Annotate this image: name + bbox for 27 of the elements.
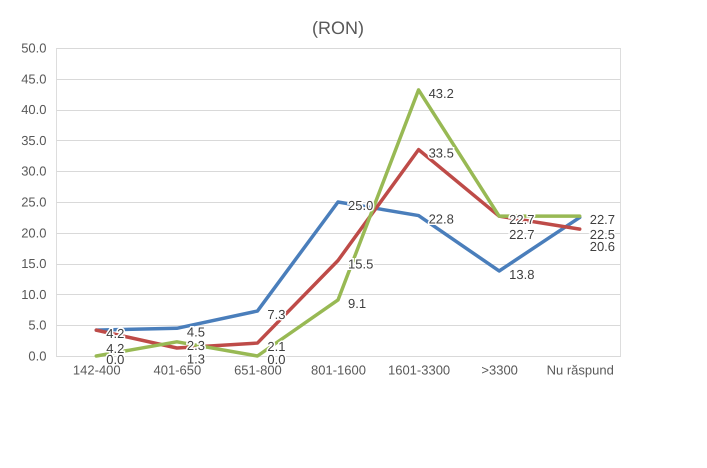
y-tick-label: 35.0 [21, 132, 46, 148]
y-tick-label: 25.0 [21, 194, 46, 210]
data-label: 13.8 [509, 266, 534, 282]
data-label: 22.7 [590, 212, 616, 228]
y-tick-label: 20.0 [21, 225, 46, 240]
data-label: 7.3 [267, 307, 286, 322]
y-tick-label: 15.0 [21, 256, 46, 272]
data-label: 22.7 [509, 227, 534, 242]
y-tick-label: 5.0 [28, 318, 46, 333]
data-label: 9.1 [348, 296, 366, 311]
chart-title: (RON) [312, 18, 364, 38]
data-label: 25.0 [348, 198, 374, 213]
y-tick-label: 40.0 [21, 102, 46, 118]
x-tick-label: 801-1600 [311, 362, 366, 378]
x-tick-label: 1601-3300 [388, 362, 450, 378]
data-label: 22.8 [428, 212, 454, 227]
x-tick-label: Nu răspund [546, 362, 614, 378]
y-tick-label: 30.0 [21, 164, 46, 179]
y-tick-label: 0.0 [28, 348, 46, 364]
x-tick-label: >3300 [481, 362, 518, 378]
data-label: 33.5 [428, 146, 454, 161]
y-tick-label: 10.0 [21, 286, 46, 302]
y-tick-label: 45.0 [21, 71, 46, 86]
y-tick-label: 50.0 [21, 40, 46, 56]
data-label: 4.5 [186, 324, 205, 340]
data-label: 22.7 [509, 212, 534, 228]
data-label: 43.2 [428, 86, 454, 101]
